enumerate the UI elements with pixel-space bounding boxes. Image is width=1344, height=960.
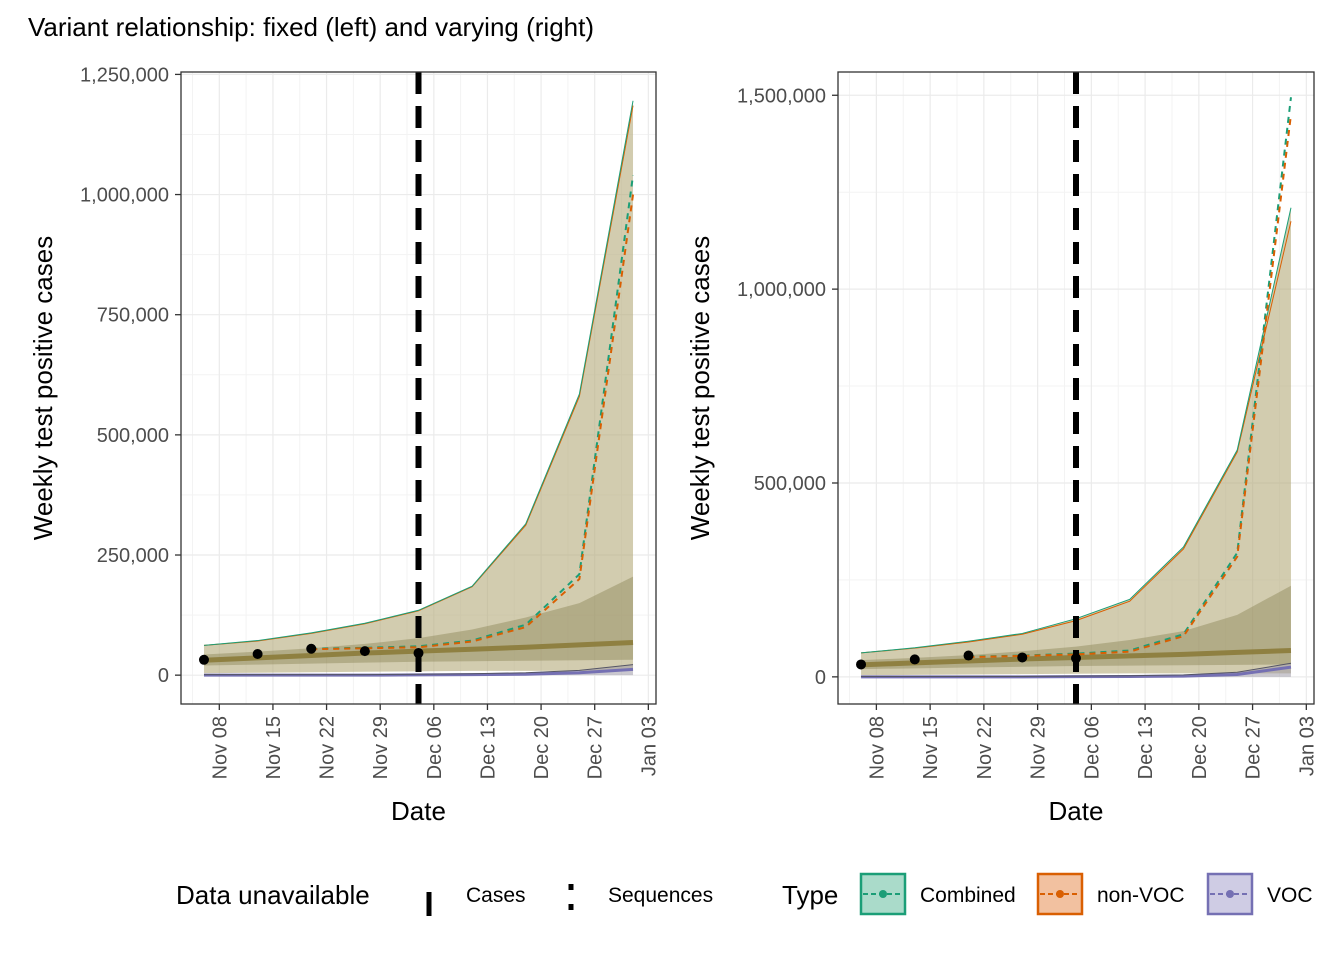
point-observed-cases bbox=[252, 649, 263, 660]
x-tick-label: Nov 08 bbox=[866, 716, 888, 779]
x-tick-label: Dec 06 bbox=[1081, 716, 1103, 779]
legend-label-combined: Combined bbox=[920, 884, 1016, 907]
x-axis-title: Date bbox=[391, 796, 446, 826]
band-voc bbox=[861, 663, 1291, 677]
legend-title-data-unavailable: Data unavailable bbox=[176, 880, 370, 910]
point-observed-cases bbox=[963, 650, 974, 661]
point-observed-cases bbox=[1017, 652, 1028, 663]
line-sequences-combined bbox=[311, 175, 635, 650]
x-axis-title: Date bbox=[1049, 796, 1104, 826]
y-axis-title: Weekly test positive cases bbox=[685, 236, 715, 540]
point-observed-cases bbox=[359, 646, 370, 657]
x-tick-label: Jan 03 bbox=[638, 716, 660, 776]
x-tick-label: Nov 29 bbox=[370, 716, 392, 779]
panels: 0 250,000 500,000 750,000 1,000,000 1,250,000… bbox=[28, 64, 1318, 826]
y-tick-label: 0 bbox=[815, 667, 826, 689]
y-tick-label: 500,000 bbox=[754, 473, 826, 495]
panel-fixed: 0 250,000 500,000 750,000 1,000,000 1,250,000… bbox=[28, 64, 660, 826]
legend-label-cases: Cases bbox=[466, 884, 526, 907]
x-tick-label: Nov 15 bbox=[263, 716, 285, 779]
band-outer-edge-combined bbox=[203, 100, 634, 646]
band-inner-combined bbox=[861, 585, 1291, 670]
panel-border bbox=[837, 71, 1315, 705]
band-outer-combined bbox=[861, 207, 1291, 676]
y-tick-label: 1,000,000 bbox=[737, 279, 826, 301]
line-sequences-nonvoc bbox=[968, 114, 1292, 659]
x-tick-label: Dec 13 bbox=[477, 716, 499, 779]
x-tick-label: Nov 22 bbox=[974, 716, 996, 779]
legend-label-sequences: Sequences bbox=[608, 884, 713, 907]
y-tick-label: 1,500,000 bbox=[737, 85, 826, 107]
x-tick-label: Dec 27 bbox=[585, 716, 607, 779]
band-outer-combined bbox=[203, 100, 634, 674]
y-tick-label: 250,000 bbox=[97, 545, 169, 567]
legend-label-nonvoc: non-VOC bbox=[1097, 884, 1185, 907]
point-observed-cases bbox=[198, 654, 209, 665]
legend: Data unavailable Cases Sequences Type Co… bbox=[176, 872, 1313, 916]
band-voc-edge bbox=[861, 662, 1292, 677]
x-tick-label: Nov 29 bbox=[1028, 716, 1050, 779]
legend-key-nonvoc bbox=[1036, 872, 1084, 916]
x-tick-label: Dec 13 bbox=[1135, 716, 1157, 779]
band-voc-edge bbox=[203, 664, 634, 676]
band-voc bbox=[203, 664, 634, 676]
point-observed-cases bbox=[909, 654, 920, 665]
y-tick-label: 0 bbox=[158, 665, 169, 687]
x-tick-label: Nov 22 bbox=[317, 716, 339, 779]
point-observed-cases bbox=[856, 659, 867, 670]
x-tick-label: Jan 03 bbox=[1296, 716, 1318, 776]
x-tick-label: Dec 20 bbox=[531, 716, 553, 779]
y-tick-label: 1,250,000 bbox=[80, 64, 169, 86]
y-axis-title: Weekly test positive cases bbox=[28, 236, 58, 540]
line-sequences-nonvoc bbox=[311, 194, 635, 651]
y-tick-label: 500,000 bbox=[97, 425, 169, 447]
legend-label-voc: VOC bbox=[1267, 884, 1313, 907]
panel-varying: 0 500,000 1,000,000 1,500,000 Nov 08 Nov 15 No… bbox=[685, 71, 1318, 826]
legend-key-combined bbox=[859, 872, 907, 916]
x-tick-label: Dec 06 bbox=[424, 716, 446, 779]
band-inner-combined bbox=[203, 576, 634, 666]
panel-border bbox=[180, 71, 657, 705]
x-tick-label: Dec 27 bbox=[1243, 716, 1265, 779]
x-tick-label: Nov 08 bbox=[209, 716, 231, 779]
legend-title-type: Type bbox=[782, 880, 838, 910]
y-tick-label: 1,000,000 bbox=[80, 185, 169, 207]
point-observed-cases bbox=[306, 643, 317, 654]
x-tick-label: Nov 15 bbox=[920, 716, 942, 779]
x-tick-label: Dec 20 bbox=[1189, 716, 1211, 779]
chart-title: Variant relationship: fixed (left) and v… bbox=[28, 12, 594, 42]
y-tick-label: 750,000 bbox=[97, 305, 169, 327]
legend-key-voc bbox=[1206, 872, 1254, 916]
